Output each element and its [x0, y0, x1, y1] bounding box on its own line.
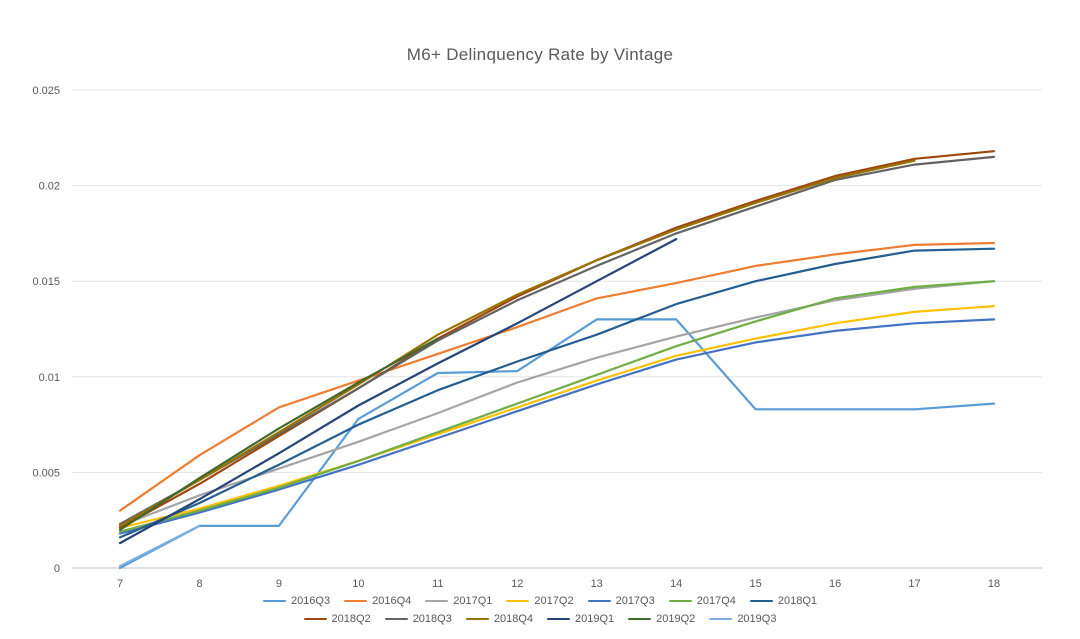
legend-line-swatch-icon: [425, 599, 449, 603]
legend-label: 2019Q2: [656, 613, 696, 625]
legend-label: 2019Q3: [737, 613, 777, 625]
legend-row-1: 2016Q3 2016Q4 2017Q1 2017Q2 2017Q3 2017Q4 2018…: [262, 595, 818, 607]
legend-line-swatch-icon: [262, 599, 286, 603]
series-line-2018Q3: [118, 155, 996, 526]
x-tick-label: 17: [908, 578, 920, 590]
legend-label: 2019Q1: [575, 613, 615, 625]
series-line-2018Q1: [118, 247, 996, 539]
legend-item-2018Q3: 2018Q3: [384, 613, 452, 625]
y-tick-label: 0.015: [32, 276, 60, 288]
legend-item-2018Q4: 2018Q4: [465, 613, 533, 625]
legend-label: 2018Q3: [412, 613, 452, 625]
legend-line-swatch-icon: [465, 617, 489, 621]
legend-line-swatch-icon: [384, 617, 408, 621]
y-tick-label: 0.01: [39, 372, 60, 384]
chart-title: M6+ Delinquency Rate by Vintage: [406, 45, 674, 64]
legend-label: 2018Q2: [331, 613, 371, 625]
legend-line-swatch-icon: [668, 599, 692, 603]
legend-item-2018Q1: 2018Q1: [749, 595, 818, 607]
y-tick-label: 0.025: [32, 85, 60, 97]
x-tick-label: 10: [352, 578, 364, 590]
legend-item-2019Q3: 2019Q3: [709, 613, 776, 625]
x-tick-label: 7: [117, 578, 123, 590]
y-tick-label: 0.005: [32, 467, 60, 479]
legend-label: 2017Q3: [615, 595, 655, 607]
x-tick-label: 15: [749, 578, 761, 590]
x-tick-label: 16: [829, 578, 841, 590]
legend-item-2017Q3: 2017Q3: [587, 595, 655, 607]
y-tick-label: 0: [54, 563, 60, 575]
legend-line-swatch-icon: [303, 617, 327, 621]
legend-line-swatch-icon: [709, 617, 733, 621]
legend-item-2019Q2: 2019Q2: [628, 613, 695, 625]
legend-item-2017Q2: 2017Q2: [506, 595, 574, 607]
series-line-2017Q2: [118, 305, 996, 529]
legend-item-2016Q4: 2016Q4: [344, 595, 411, 607]
legend-label: 2017Q1: [453, 595, 493, 607]
legend-line-swatch-icon: [506, 599, 530, 603]
legend-line-swatch-icon: [587, 599, 611, 603]
x-tick-label: 14: [670, 578, 682, 590]
series-line-2019Q1: [118, 238, 678, 545]
series-line-2017Q1: [118, 280, 996, 528]
legend-label: 2018Q4: [493, 613, 533, 625]
legend-label: 2016Q4: [372, 595, 412, 607]
legend-line-swatch-icon: [628, 617, 652, 621]
legend-item-2018Q2: 2018Q2: [303, 613, 371, 625]
legend-item-2017Q4: 2017Q4: [668, 595, 736, 607]
legend-item-2019Q1: 2019Q1: [547, 613, 614, 625]
series-line-2017Q3: [118, 318, 996, 535]
x-tick-label: 12: [511, 578, 523, 590]
x-tick-label: 9: [276, 578, 282, 590]
series-line-2019Q2: [118, 337, 439, 531]
chart-legend: 2016Q3 2016Q4 2017Q1 2017Q2 2017Q3 2017Q4 2018…: [0, 595, 1080, 625]
y-tick-label: 0.02: [39, 181, 60, 193]
legend-item-2016Q3: 2016Q3: [262, 595, 331, 607]
x-tick-label: 13: [591, 578, 603, 590]
legend-row-2: 2018Q2 2018Q3 2018Q4 2019Q1 2019Q2 2019Q3: [303, 613, 776, 625]
x-tick-label: 18: [988, 578, 1000, 590]
chart-svg: 0 0.005 0.01 0.015 0.02 0.025 7 8 9 10 11 12 13 14 15 1…: [32, 85, 1042, 590]
series-line-2018Q2: [118, 150, 996, 529]
series-line-2016Q4: [118, 241, 996, 512]
legend-line-swatch-icon: [547, 617, 570, 621]
series-line-2019Q3: [118, 524, 201, 568]
series-line-2018Q4: [118, 159, 916, 528]
x-tick-label: 8: [196, 578, 202, 590]
legend-label: 2017Q4: [696, 595, 736, 607]
legend-line-swatch-icon: [344, 599, 368, 603]
series-line-2016Q3: [118, 318, 996, 570]
legend-line-swatch-icon: [749, 599, 773, 603]
legend-label: 2017Q2: [534, 595, 574, 607]
series-line-2017Q4: [118, 280, 996, 533]
legend-item-2017Q1: 2017Q1: [425, 595, 492, 607]
x-tick-label: 11: [432, 578, 443, 590]
legend-label: 2016Q3: [290, 595, 331, 607]
legend-label: 2018Q1: [777, 595, 818, 607]
